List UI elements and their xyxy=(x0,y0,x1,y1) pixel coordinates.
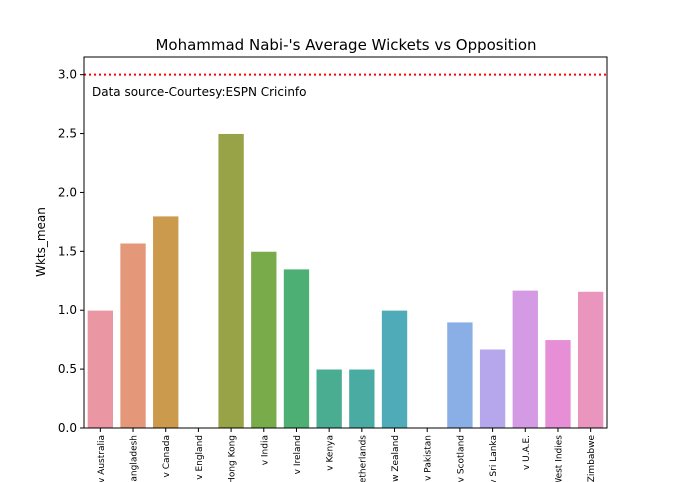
y-tick-label: 0.0 xyxy=(58,421,77,435)
y-tick-label: 2.5 xyxy=(58,127,77,141)
bar-v-kenya xyxy=(315,368,343,429)
bar-v-netherlands xyxy=(348,368,376,429)
x-tick-label: v Sri Lanka xyxy=(489,435,499,482)
x-tick-label: v West Indies xyxy=(554,435,564,482)
bar-v-bangladesh xyxy=(119,242,147,429)
bar-v-australia xyxy=(86,309,114,429)
x-tick-label: v Scotland xyxy=(456,435,466,482)
x-tick-label: v Kenya xyxy=(326,435,336,471)
bar-v-sri-lanka xyxy=(479,348,507,429)
x-tick-label: v Netherlands xyxy=(358,435,368,482)
bar-v-scotland xyxy=(446,321,474,429)
bar-v-u-a-e- xyxy=(511,289,539,429)
x-tick-label: v England xyxy=(195,435,205,480)
x-tick-label: v Ireland xyxy=(293,435,303,474)
x-tick-label: v Bangladesh xyxy=(130,435,140,482)
data-source-annotation: Data source-Courtesy:ESPN Cricinfo xyxy=(92,85,307,99)
y-axis: 0.0 0.5 1.0 1.5 2.0 2.5 3.0 xyxy=(58,68,84,435)
x-tick-label: v Hong Kong xyxy=(228,435,238,482)
y-axis-label: Wkts_mean xyxy=(34,207,48,277)
y-tick-label: 2.0 xyxy=(58,185,77,199)
x-tick-label: v U.A.E. xyxy=(522,435,532,470)
bar-v-canada xyxy=(152,215,180,429)
bar-v-west-indies xyxy=(544,339,572,429)
chart-title: Mohammad Nabi-'s Average Wickets vs Oppo… xyxy=(155,36,536,54)
x-tick-label: v New Zealand xyxy=(391,435,401,482)
y-tick-label: 1.5 xyxy=(58,244,77,258)
x-tick-label: v Pakistan xyxy=(424,435,434,481)
x-tick-label: v Zimbabwe xyxy=(587,435,597,482)
x-axis: v Australia v Bangladesh v Canada v England… xyxy=(97,428,597,482)
axes-frame xyxy=(83,56,608,429)
y-tick-label: 1.0 xyxy=(58,303,77,317)
x-tick-label: v Canada xyxy=(162,435,172,477)
bar-v-india xyxy=(250,250,278,429)
bar-v-zimbabwe xyxy=(577,290,605,429)
bar-v-hong-kong xyxy=(217,133,245,429)
x-tick-label: v India xyxy=(260,435,270,465)
bar-v-ireland xyxy=(282,268,310,429)
bar-v-new-zealand xyxy=(381,309,409,429)
x-tick-label: v Australia xyxy=(97,435,107,482)
y-tick-label: 3.0 xyxy=(58,68,77,82)
y-tick-label: 0.5 xyxy=(58,362,77,376)
bars-group xyxy=(86,133,605,429)
